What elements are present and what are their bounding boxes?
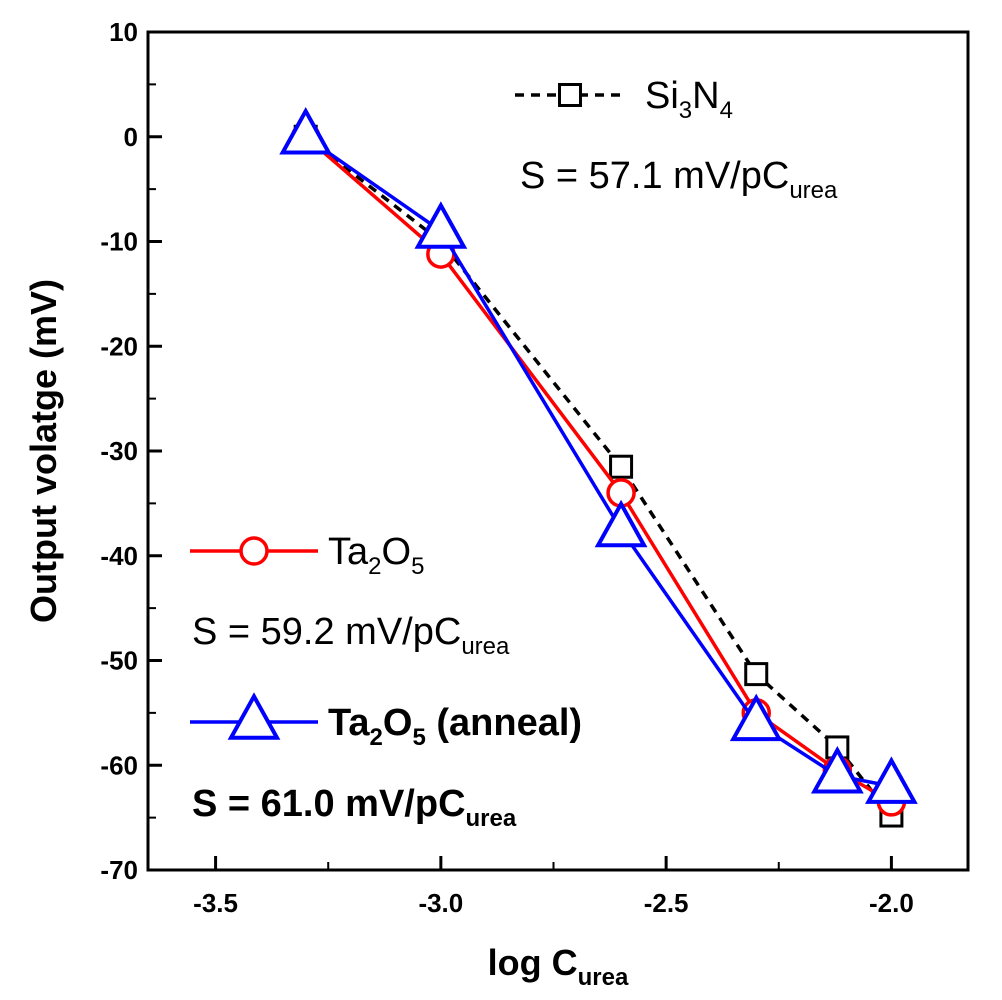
legend-label: Ta2O5 (anneal) [328,702,582,751]
data-point [594,499,648,548]
y-tick-label: 10 [109,17,138,47]
y-tick-label: 0 [124,122,138,152]
data-point [414,201,468,249]
legend-label: Ta2O5 [328,531,424,580]
data-point [609,454,634,479]
y-tick-label: -60 [100,750,138,780]
legend-entry: Ta2O5 (anneal) S = 61.0 mV/pCurea [190,692,582,832]
y-tick-label: -50 [100,646,138,676]
legend-sensitivity: S = 61.0 mV/pCurea [192,783,517,832]
x-axis-title-sub: urea [578,964,629,991]
y-tick-label: -20 [100,331,138,361]
x-axis-title: log Curea [488,942,629,991]
series-line [304,135,893,817]
legend-entry: Ta2O5 S = 59.2 mV/pCurea [190,531,510,660]
x-tick-label: -2.5 [644,888,689,918]
data-point [279,106,333,155]
ticks-layer [148,30,893,872]
legend-entry: Si3N4 S = 57.1 mV/pCurea [515,75,838,204]
x-tick-label: -2.0 [869,888,914,918]
y-tick-label: -40 [100,541,138,571]
tick-labels-layer: -3.5 -3.0 -2.5 -2.0 10 0 -10 -20 -30 -40 -50 -60 -70 [100,17,913,918]
legend-label: Si3N4 [645,75,733,124]
x-axis-title-main: log C [488,942,578,983]
data-point [729,693,783,742]
series-triangle [279,106,918,804]
data-point [865,756,918,804]
legend-sensitivity: S = 57.1 mV/pCurea [520,155,838,204]
x-tick-label: -3.0 [418,888,463,918]
y-axis-title: Output volatge (mV) [23,279,64,623]
legend-sensitivity: S = 59.2 mV/pCurea [192,611,510,660]
y-tick-label: -10 [100,227,138,257]
y-tick-label: -30 [100,436,138,466]
data-point [744,662,769,687]
legend: Si3N4 S = 57.1 mV/pCurea Ta2O5 S = 59.2 mV/… [190,75,838,832]
y-tick-label: -70 [100,855,138,885]
series-layer [279,106,918,828]
legend-marker [239,536,269,566]
legend-marker [227,692,281,740]
legend-marker [558,83,582,107]
x-tick-label: -3.5 [193,888,238,918]
data-point [810,745,864,794]
